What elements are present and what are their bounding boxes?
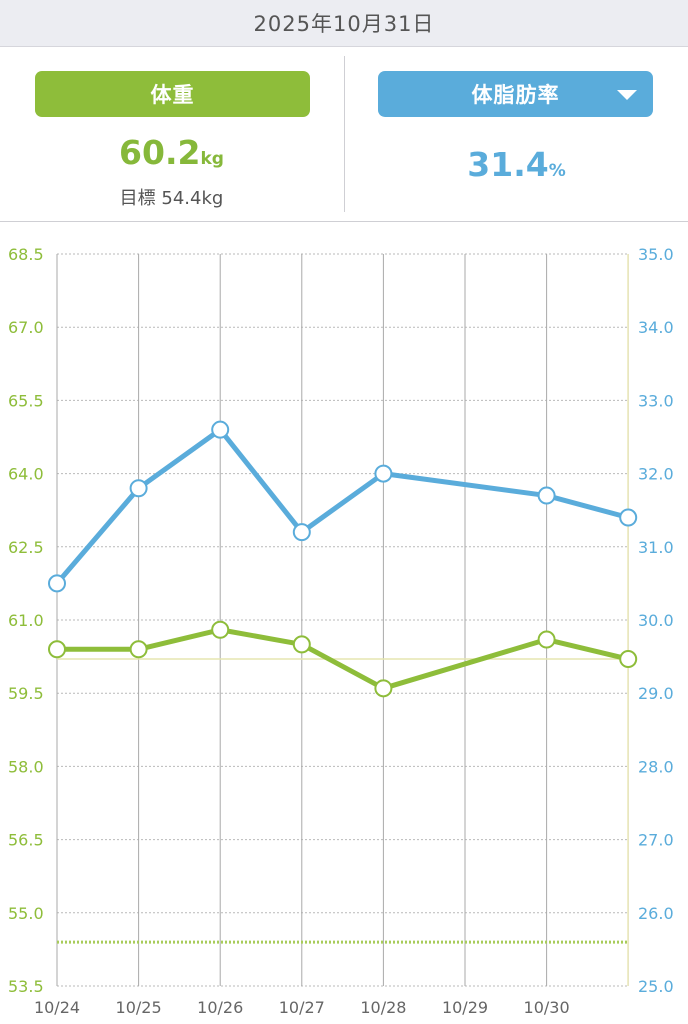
y-right-tick-label: 34.0 (638, 318, 674, 337)
y-left-tick-label: 68.5 (8, 245, 44, 264)
weight-bodyfat-chart[interactable]: 68.5 35.0 67.0 34.0 65.5 33.0 64.0 32.0 62.5 31.0… (0, 222, 688, 1024)
y-right-tick-label: 33.0 (638, 391, 674, 410)
y-left-tick-label: 64.0 (8, 465, 44, 484)
x-tick-label: 10/30 (524, 998, 570, 1017)
body-fat-data-point (211, 420, 230, 439)
weight-data-point (374, 679, 393, 698)
date-header: 2025年10月31日 (0, 0, 688, 47)
body-fat-data-point (537, 486, 556, 505)
y-right-tick-label: 27.0 (638, 831, 674, 850)
y-right-tick-label: 25.0 (638, 977, 674, 996)
body-fat-data-point (292, 523, 311, 542)
y-left-tick-label: 67.0 (8, 318, 44, 337)
y-right-tick-label: 35.0 (638, 245, 674, 264)
weight-data-point (48, 640, 66, 659)
weight-data-point (619, 650, 638, 669)
x-tick-label: 10/25 (116, 998, 162, 1017)
section-separator (0, 221, 688, 222)
weight-number: 60.2 (119, 133, 201, 172)
body-fat-data-point (374, 464, 393, 483)
body-fat-data-point (129, 479, 148, 498)
body-fat-number: 31.4 (467, 145, 549, 184)
y-left-tick-label: 56.5 (8, 831, 44, 850)
body-fat-value: 31.4% (345, 145, 688, 184)
y-left-tick-label: 65.5 (8, 391, 44, 410)
weight-value: 60.2kg (0, 133, 343, 172)
y-right-tick-label: 32.0 (638, 465, 674, 484)
y-right-tick-label: 28.0 (638, 757, 674, 776)
target-label: 目標 (119, 188, 156, 209)
x-tick-label: 10/27 (279, 998, 325, 1017)
y-right-tick-label: 29.0 (638, 684, 674, 703)
y-left-tick-label: 59.5 (8, 684, 44, 703)
body-fat-data-point (619, 508, 638, 527)
y-left-tick-label: 53.5 (8, 977, 44, 996)
y-left-tick-label: 61.0 (8, 611, 44, 630)
body-fat-dropdown[interactable]: 体脂肪率 (378, 71, 653, 117)
panel-divider (344, 56, 345, 212)
target-value: 54.4kg (161, 188, 224, 209)
body-fat-button-label: 体脂肪率 (471, 83, 560, 107)
caret-down-icon (617, 90, 637, 100)
weight-button[interactable]: 体重 (35, 71, 310, 117)
weight-data-point (537, 630, 556, 649)
body-fat-data-point (48, 574, 66, 593)
weight-data-point (292, 635, 311, 654)
y-left-tick-label: 55.0 (8, 904, 44, 923)
x-tick-label: 10/28 (360, 998, 406, 1017)
y-right-tick-label: 30.0 (638, 611, 674, 630)
y-left-tick-label: 58.0 (8, 757, 44, 776)
y-right-tick-label: 26.0 (638, 904, 674, 923)
y-left-tick-label: 62.5 (8, 538, 44, 557)
weight-button-label: 体重 (150, 83, 195, 107)
x-tick-label: 10/26 (197, 998, 243, 1017)
x-tick-label: 10/24 (34, 998, 80, 1017)
weight-unit: kg (200, 149, 224, 169)
fat-panel: 体脂肪率 31.4% (345, 47, 688, 221)
x-tick-label: 10/29 (442, 998, 488, 1017)
body-fat-series-line (54, 427, 631, 586)
date-label: 2025年10月31日 (253, 12, 435, 36)
body-fat-unit: % (548, 161, 566, 181)
weight-data-point (129, 640, 148, 659)
target-weight: 目標 54.4kg (0, 184, 343, 210)
weight-data-point (211, 620, 230, 639)
y-right-tick-label: 31.0 (638, 538, 674, 557)
weight-panel: 体重 60.2kg 目標 54.4kg (0, 47, 343, 221)
